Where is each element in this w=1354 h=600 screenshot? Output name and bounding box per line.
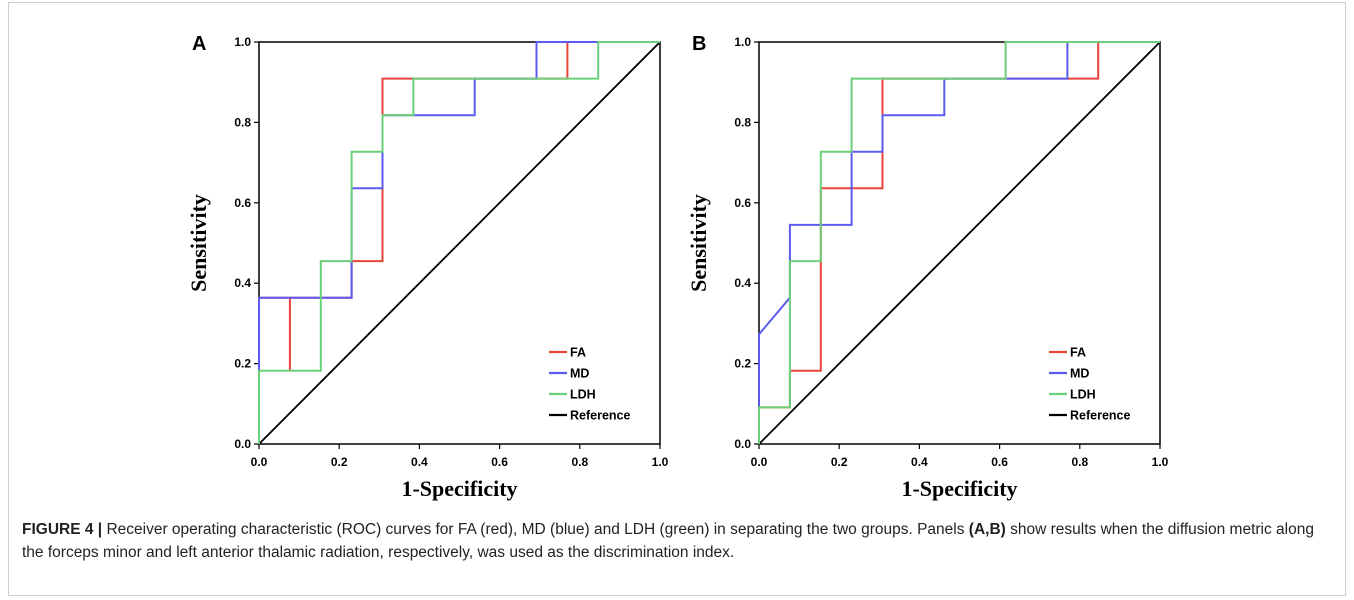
- legend-label-md: MD: [570, 367, 589, 381]
- y-tick-label: 0.4: [734, 276, 751, 290]
- series-line-reference: [258, 41, 661, 445]
- y-tick-label: 0.8: [234, 115, 251, 129]
- figure-caption: FIGURE 4 | Receiver operating characteri…: [22, 518, 1332, 564]
- x-tick-label: 0.6: [491, 455, 508, 469]
- legend-label-fa: FA: [1070, 346, 1086, 360]
- x-axis-title: 1-Specificity: [901, 476, 1017, 501]
- y-tick-label: 0.4: [234, 276, 251, 290]
- legend-label-ldh: LDH: [570, 388, 596, 402]
- y-tick-label: 0.2: [734, 357, 751, 371]
- x-tick-label: 0.2: [331, 455, 348, 469]
- y-axis-title: Sensitivity: [686, 194, 711, 292]
- legend-label-md: MD: [1070, 367, 1089, 381]
- roc-chart-b-svg: B 0.0 0.2 0.4 0.6 0.8 1.0 0.0 0.2 0.4 0.6 0.8 1.0 1-S…: [686, 33, 1169, 501]
- y-tick-label: 1.0: [734, 35, 751, 49]
- y-tick-label: 1.0: [234, 35, 251, 49]
- series-line-ldh: [758, 41, 1160, 444]
- roc-chart-panel-b: B 0.0 0.2 0.4 0.6 0.8 1.0 0.0 0.2 0.4 0.6 0.8 1.0 1-S…: [680, 0, 1180, 510]
- figure-frame: [8, 2, 1346, 596]
- x-tick-label: 1.0: [652, 455, 669, 469]
- y-tick-label: 0.2: [234, 357, 251, 371]
- x-tick-label: 0.2: [831, 455, 848, 469]
- x-tick-label: 0.0: [251, 455, 268, 469]
- x-tick-label: 0.8: [1071, 455, 1088, 469]
- legend-label-ldh: LDH: [1070, 388, 1096, 402]
- series-line-reference: [758, 41, 1161, 445]
- legend-label-reference: Reference: [570, 409, 630, 423]
- x-axis-title: 1-Specificity: [401, 476, 517, 501]
- y-tick-label: 0.6: [234, 196, 251, 210]
- x-tick-label: 0.0: [751, 455, 768, 469]
- x-tick-label: 0.4: [411, 455, 428, 469]
- y-axis-title: Sensitivity: [186, 194, 211, 292]
- y-tick-label: 0.0: [734, 437, 751, 451]
- caption-text-1: Receiver operating characteristic (ROC) …: [102, 521, 969, 538]
- plot-frame: [758, 41, 1161, 445]
- panel-letter: A: [192, 33, 206, 55]
- x-tick-label: 0.8: [571, 455, 588, 469]
- panel-letter: B: [692, 33, 706, 55]
- x-tick-label: 0.6: [991, 455, 1008, 469]
- legend-label-reference: Reference: [1070, 409, 1130, 423]
- legend-label-fa: FA: [570, 346, 586, 360]
- x-tick-label: 1.0: [1152, 455, 1169, 469]
- roc-chart-panel-a: A 0.0 0.2 0.4 0.6 0.8 1.0 0.0 0.2 0.4 0.6 0.8 1.0 1-S…: [180, 0, 680, 510]
- y-tick-label: 0.8: [734, 115, 751, 129]
- caption-text-2: show results when the diffusion metric a…: [22, 521, 1314, 561]
- caption-panels-ref: (A,B): [968, 521, 1006, 538]
- series-line-ldh: [258, 41, 660, 444]
- plot-frame: [258, 41, 661, 445]
- roc-chart-a-svg: A 0.0 0.2 0.4 0.6 0.8 1.0 0.0 0.2 0.4 0.6 0.8 1.0 1-S…: [186, 33, 669, 501]
- caption-label: FIGURE 4 |: [22, 521, 103, 538]
- y-tick-label: 0.6: [734, 196, 751, 210]
- x-tick-label: 0.4: [911, 455, 928, 469]
- y-tick-label: 0.0: [234, 437, 251, 451]
